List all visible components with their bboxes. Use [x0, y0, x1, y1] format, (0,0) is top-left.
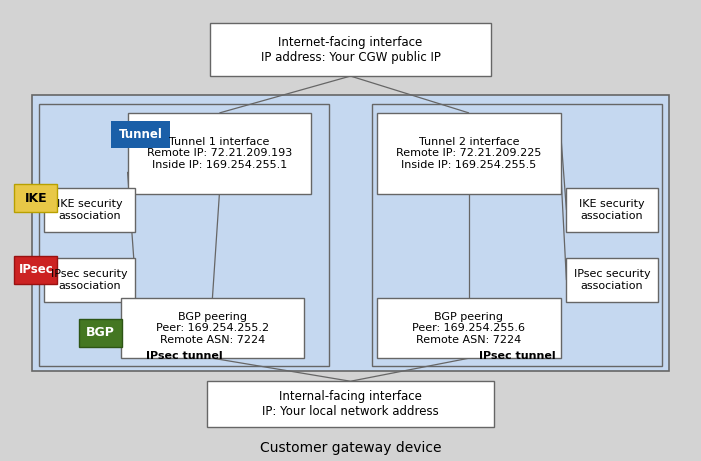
FancyBboxPatch shape — [121, 298, 304, 358]
FancyBboxPatch shape — [207, 381, 494, 427]
Text: BGP: BGP — [86, 326, 115, 339]
Text: IPsec tunnel: IPsec tunnel — [479, 351, 555, 361]
FancyBboxPatch shape — [111, 121, 170, 148]
FancyBboxPatch shape — [14, 256, 57, 284]
Text: Tunnel: Tunnel — [118, 128, 163, 141]
FancyBboxPatch shape — [79, 319, 122, 347]
Text: IKE security
association: IKE security association — [57, 199, 123, 221]
FancyBboxPatch shape — [44, 258, 135, 302]
Text: IPsec: IPsec — [18, 263, 53, 276]
Text: Customer gateway device: Customer gateway device — [260, 441, 441, 455]
Text: IPsec security
association: IPsec security association — [573, 269, 651, 291]
FancyBboxPatch shape — [14, 184, 57, 212]
Text: IKE: IKE — [25, 192, 47, 205]
FancyBboxPatch shape — [32, 95, 669, 371]
FancyBboxPatch shape — [372, 104, 662, 366]
FancyBboxPatch shape — [566, 188, 658, 232]
Text: Tunnel 1 interface
Remote IP: 72.21.209.193
Inside IP: 169.254.255.1: Tunnel 1 interface Remote IP: 72.21.209.… — [147, 136, 292, 170]
Text: Internal-facing interface
IP: Your local network address: Internal-facing interface IP: Your local… — [262, 390, 439, 418]
Text: Tunnel 2 interface
Remote IP: 72.21.209.225
Inside IP: 169.254.255.5: Tunnel 2 interface Remote IP: 72.21.209.… — [396, 136, 542, 170]
Text: IPsec security
association: IPsec security association — [51, 269, 128, 291]
FancyBboxPatch shape — [566, 258, 658, 302]
FancyBboxPatch shape — [128, 113, 311, 194]
Text: IKE security
association: IKE security association — [579, 199, 645, 221]
Text: IPsec tunnel: IPsec tunnel — [146, 351, 222, 361]
Text: BGP peering
Peer: 169.254.255.2
Remote ASN: 7224: BGP peering Peer: 169.254.255.2 Remote A… — [156, 312, 269, 345]
Text: Internet-facing interface
IP address: Your CGW public IP: Internet-facing interface IP address: Yo… — [261, 35, 440, 64]
Text: BGP peering
Peer: 169.254.255.6
Remote ASN: 7224: BGP peering Peer: 169.254.255.6 Remote A… — [412, 312, 526, 345]
FancyBboxPatch shape — [44, 188, 135, 232]
FancyBboxPatch shape — [210, 23, 491, 76]
FancyBboxPatch shape — [39, 104, 329, 366]
FancyBboxPatch shape — [377, 113, 561, 194]
FancyBboxPatch shape — [377, 298, 561, 358]
